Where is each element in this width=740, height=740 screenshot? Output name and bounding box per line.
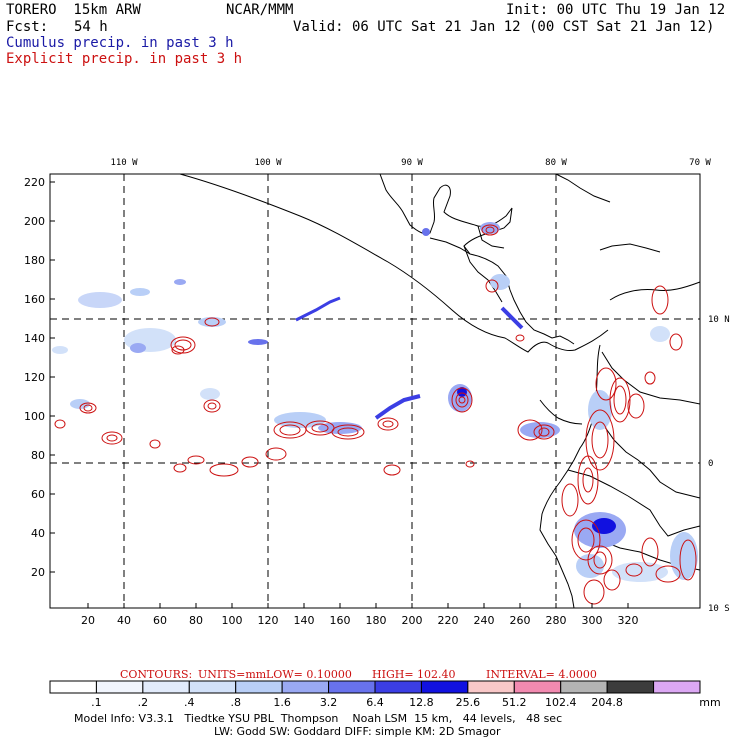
colorbar-label: 3.2 (319, 696, 338, 709)
valid-time: Valid: 06 UTC Sat 21 Jan 12 (00 CST Sat … (293, 19, 715, 35)
colorbar-swatch (188, 680, 237, 694)
colorbar-swatch (281, 680, 330, 694)
y-tick-label: 100 (24, 410, 45, 423)
x-tick-label: 220 (438, 614, 459, 627)
lat-label: 0 (708, 459, 713, 469)
x-ticks (87, 603, 629, 608)
graticule (50, 174, 700, 608)
colorbar-label: 1.6 (273, 696, 291, 709)
colorbar-swatch (95, 680, 144, 694)
x-tick-label: 140 (294, 614, 315, 627)
colorbar-swatch (420, 680, 469, 694)
y-tick-labels: 220 200 180 160 140 120 100 80 60 40 20 (24, 176, 45, 579)
contours-low: LOW= 0.10000 (266, 668, 352, 681)
x-tick-label: 120 (258, 614, 279, 627)
colorbar-swatch (653, 680, 701, 694)
lat-label: 10 S (708, 604, 730, 614)
lon-label: 110 W (110, 158, 138, 168)
x-tick-label: 280 (546, 614, 567, 627)
contours-interval: INTERVAL= 4.0000 (486, 668, 597, 681)
colorbar (49, 680, 701, 694)
x-tick-label: 20 (81, 614, 95, 627)
colorbar-swatch (467, 680, 515, 694)
y-tick-label: 140 (24, 332, 45, 345)
physics-info: LW: Godd SW: Goddard DIFF: simple KM: 2D… (214, 725, 501, 738)
y-tick-label: 120 (24, 371, 45, 384)
lon-label: 90 W (401, 158, 423, 168)
contours-high: HIGH= 102.40 (372, 668, 456, 681)
x-tick-label: 320 (618, 614, 639, 627)
colorbar-swatch (374, 680, 422, 694)
forecast-hours: 54 h (74, 19, 108, 35)
colorbar-label: 204.8 (591, 696, 623, 709)
x-tick-label: 240 (474, 614, 495, 627)
x-tick-label: 260 (510, 614, 531, 627)
colorbar-swatch (606, 680, 655, 694)
y-tick-label: 60 (31, 488, 45, 501)
colorbar-label: 51.2 (502, 696, 527, 709)
colorbar-label: .8 (230, 696, 241, 709)
x-tick-label: 300 (582, 614, 603, 627)
x-tick-label: 180 (366, 614, 387, 627)
lat-labels: 10 N 0 10 S (708, 315, 730, 614)
colorbar-swatch (142, 680, 190, 694)
colorbar-label: 25.6 (455, 696, 481, 709)
lon-label: 70 W (689, 158, 711, 168)
init-time: Init: 00 UTC Thu 19 Jan 12 (506, 2, 726, 18)
contours-units: UNITS=mm (198, 668, 267, 681)
colorbar-swatch (235, 680, 283, 694)
colorbar-label: .4 (184, 696, 195, 709)
y-tick-label: 40 (31, 527, 45, 540)
y-tick-label: 220 (24, 176, 45, 189)
lon-labels: 110 W 100 W 90 W 80 W 70 W (110, 158, 711, 168)
explicit-legend: Explicit precip. in past 3 h (6, 51, 243, 67)
colorbar-unit: mm (699, 696, 721, 709)
y-tick-label: 180 (24, 254, 45, 267)
y-tick-label: 160 (24, 293, 45, 306)
x-tick-label: 100 (222, 614, 243, 627)
colorbar-swatch (513, 680, 562, 694)
colorbar-swatch (560, 680, 608, 694)
model-info: Model Info: V3.3.1 Tiedtke YSU PBL Thomp… (74, 712, 563, 725)
x-tick-labels: 20 40 60 80 100 120 140 160 180 200 220 … (81, 614, 639, 627)
coastlines (179, 173, 701, 609)
y-ticks (50, 181, 55, 573)
colorbar-label: 12.8 (409, 696, 434, 709)
org-label: NCAR/MMM (226, 2, 294, 18)
x-tick-label: 40 (117, 614, 131, 627)
colorbar-label: .1 (91, 696, 102, 709)
x-tick-label: 200 (402, 614, 423, 627)
model-title: TORERO 15km ARW (6, 2, 141, 18)
lon-label: 100 W (254, 158, 282, 168)
x-tick-label: 60 (153, 614, 167, 627)
x-tick-label: 80 (189, 614, 203, 627)
x-tick-label: 160 (330, 614, 351, 627)
cumulus-precip-areas (52, 222, 698, 582)
y-tick-label: 80 (31, 449, 45, 462)
cumulus-legend: Cumulus precip. in past 3 h (6, 35, 234, 51)
lon-label: 80 W (545, 158, 567, 168)
y-tick-label: 20 (31, 566, 45, 579)
colorbar-label: 6.4 (366, 696, 384, 709)
forecast-label: Fcst: (6, 19, 49, 35)
colorbar-label: 102.4 (544, 696, 577, 709)
y-tick-label: 200 (24, 215, 45, 228)
explicit-precip-contours (54, 224, 697, 605)
contours-label: CONTOURS: (120, 668, 193, 681)
colorbar-swatch (328, 680, 376, 694)
colorbar-label: .2 (137, 696, 149, 709)
colorbar-swatch (49, 680, 97, 694)
lat-label: 10 N (708, 315, 730, 325)
